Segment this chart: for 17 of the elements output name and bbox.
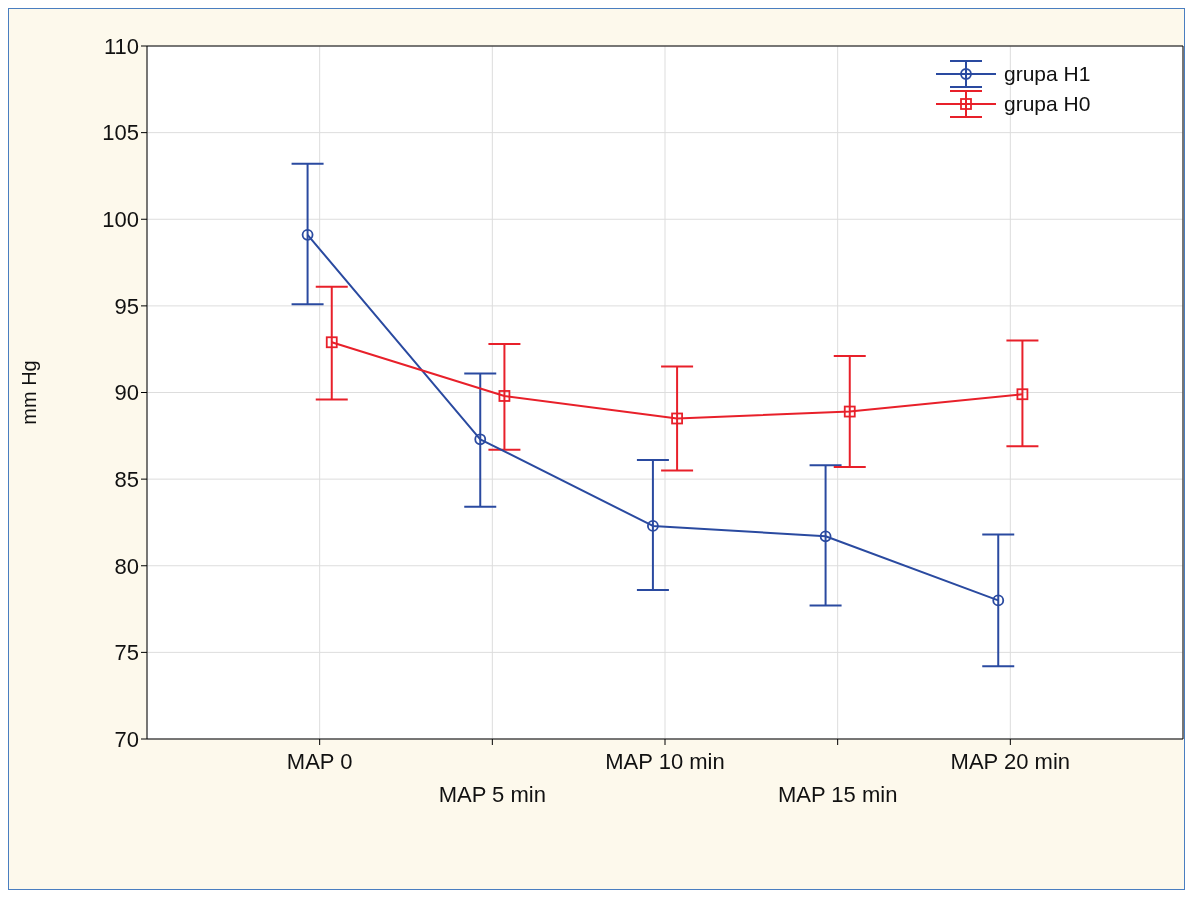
y-tick-label: 105 xyxy=(102,120,139,146)
y-tick-label: 80 xyxy=(114,553,139,579)
x-tick-label: MAP 5 min xyxy=(438,782,546,807)
legend-label: grupa H0 xyxy=(1004,92,1092,116)
y-axis-title: mm Hg xyxy=(18,360,41,425)
y-tick-label: 85 xyxy=(114,466,139,492)
y-tick-label: 75 xyxy=(114,640,139,666)
x-tick-label: MAP 20 min xyxy=(950,749,1071,774)
x-tick-label: MAP 15 min xyxy=(777,782,898,807)
y-tick-label: 90 xyxy=(114,380,139,406)
legend-label: grupa H1 xyxy=(1004,62,1092,86)
y-tick-label: 70 xyxy=(114,726,139,752)
x-tick-label: MAP 10 min xyxy=(605,749,725,774)
x-tick-label: MAP 0 xyxy=(286,749,353,774)
y-tick-label: 110 xyxy=(103,33,139,59)
y-tick-label: 100 xyxy=(102,207,139,233)
y-tick-label: 95 xyxy=(114,293,139,319)
